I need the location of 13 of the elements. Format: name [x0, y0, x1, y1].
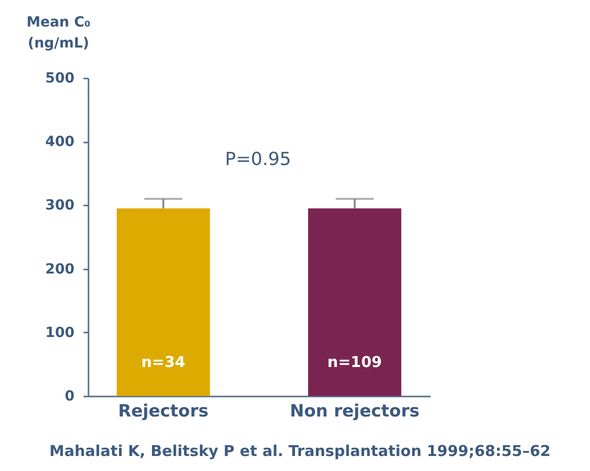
x-tick-label: Non rejectors — [290, 402, 420, 422]
annotation: n=109 — [327, 353, 382, 371]
annotation: P=0.95 — [224, 149, 292, 170]
y-tick-label: 500 — [45, 70, 75, 86]
y-tick-label: 100 — [45, 324, 75, 341]
x-tick-label: Rejectors — [118, 402, 208, 422]
y-axis-title: Mean C₀ (ng/mL) — [26, 14, 91, 52]
text: Mahalati K, Belitsky P et al. Transplantation 1999;68:55–62 — [49, 442, 551, 460]
y-tick-label: 0 — [64, 388, 75, 404]
y-tick-label: 200 — [45, 261, 75, 278]
y-tick-label: 300 — [45, 198, 75, 214]
y-tick-label: 400 — [45, 134, 75, 150]
annotation: n=34 — [141, 353, 186, 371]
